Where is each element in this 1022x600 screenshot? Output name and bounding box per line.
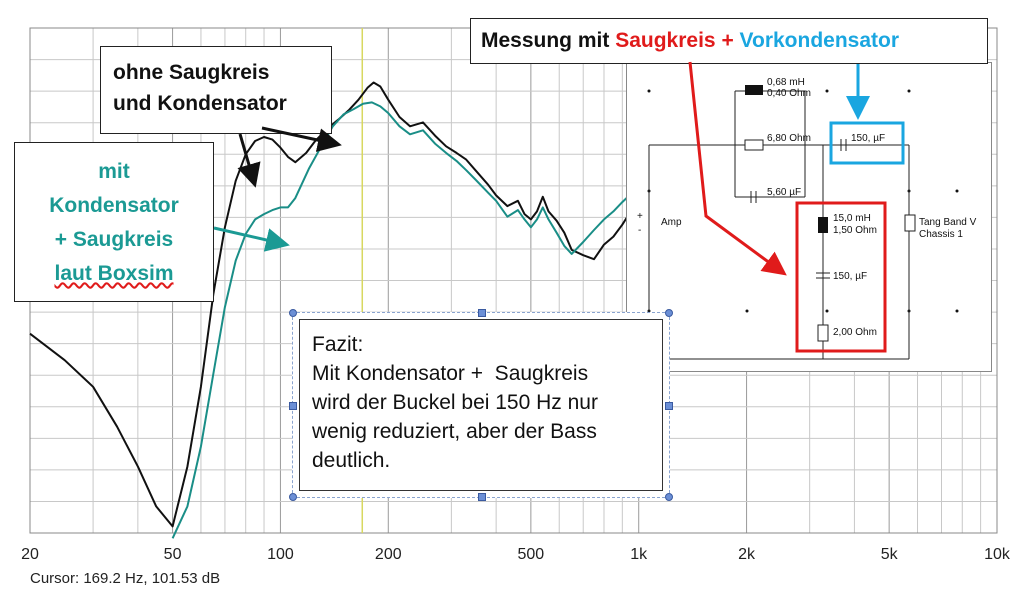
callout-header: Messung mit Saugkreis + Vorkondensator <box>470 18 988 64</box>
inductor-l2 <box>818 217 828 233</box>
label-c1-value: 5,60 µF <box>767 187 801 198</box>
callout-teal-curve: mit Kondensator + Saugkreis laut Boxsim <box>14 142 214 302</box>
label-driver-line1: Tang Band V <box>919 217 977 228</box>
label-c-series-value: 150, µF <box>851 133 885 144</box>
vorkondensator-highlight <box>829 121 905 165</box>
crossover-schematic: 0,68 mH 0,40 Ohm 6,80 Ohm 5,60 µF 150, µ… <box>626 62 992 372</box>
callout-teal-line1: mit <box>98 160 130 183</box>
x-tick-label: 500 <box>518 546 545 563</box>
label-c2-value: 150, µF <box>833 271 867 282</box>
resize-handle-w[interactable] <box>289 402 297 410</box>
inductor-l1 <box>745 85 763 95</box>
callout-black-line1: ohne Saugkreis <box>113 61 270 84</box>
label-l1-res: 0,40 Ohm <box>767 88 811 99</box>
resize-handle-se[interactable] <box>665 493 673 501</box>
x-axis-ticks: 20 50 100 200 500 1k 2k 5k 10k <box>21 546 1011 563</box>
resistor-r2 <box>817 324 829 342</box>
fazit-text: Fazit: Mit Kondensator + Saugkreis wird … <box>299 319 663 491</box>
x-tick-label: 1k <box>630 546 648 563</box>
label-plus: + <box>637 211 643 222</box>
header-saugkreis: Saugkreis <box>615 29 716 52</box>
callout-teal-line3: + Saugkreis <box>54 228 174 251</box>
series-line-0 <box>29 81 640 528</box>
fazit-line5: deutlich. <box>312 449 391 472</box>
resize-handle-sw[interactable] <box>289 493 297 501</box>
x-tick-label: 2k <box>738 546 756 563</box>
header-vorkondensator: Vorkondensator <box>739 29 900 52</box>
label-amp: Amp <box>661 217 682 228</box>
capacitor-c2 <box>816 272 830 279</box>
label-l2-res: 1,50 Ohm <box>833 225 877 236</box>
header-plus: + <box>721 29 734 52</box>
callout-black-line2: und Kondensator <box>113 92 287 115</box>
label-minus: - <box>638 225 641 236</box>
resize-handle-nw[interactable] <box>289 309 297 317</box>
fazit-line2: Mit Kondensator + Saugkreis <box>312 362 589 385</box>
resize-handle-s[interactable] <box>478 493 486 501</box>
grid-dots <box>647 89 959 313</box>
x-tick-label: 10k <box>984 546 1011 563</box>
x-tick-label: 5k <box>881 546 899 563</box>
series-line-1 <box>171 101 640 539</box>
schematic-drawing: 0,68 mH 0,40 Ohm 6,80 Ohm 5,60 µF 150, µ… <box>637 77 977 360</box>
label-driver-line2: Chassis 1 <box>919 229 963 240</box>
x-tick-label: 50 <box>164 546 182 563</box>
resistor-r1 <box>744 139 764 151</box>
cursor-readout: Cursor: 169.2 Hz, 101.53 dB <box>30 570 221 587</box>
resize-handle-e[interactable] <box>665 402 673 410</box>
header-prefix: Messung mit <box>481 29 610 52</box>
x-tick-label: 100 <box>267 546 294 563</box>
fazit-line1: Fazit: <box>312 333 364 356</box>
label-l1-value: 0,68 mH <box>767 77 805 88</box>
resize-handle-ne[interactable] <box>665 309 673 317</box>
label-l2-value: 15,0 mH <box>833 213 871 224</box>
fazit-box[interactable]: Fazit: Mit Kondensator + Saugkreis wird … <box>289 309 673 501</box>
saugkreis-highlight <box>795 201 887 353</box>
callout-black-curve: ohne Saugkreis und Kondensator <box>100 46 332 134</box>
driver-symbol <box>904 214 916 232</box>
callout-teal-line2: Kondensator <box>49 194 179 217</box>
x-tick-label: 20 <box>21 546 39 563</box>
x-tick-label: 200 <box>375 546 402 563</box>
resize-handle-n[interactable] <box>478 309 486 317</box>
fazit-line3: wird der Buckel bei 150 Hz nur <box>312 391 598 414</box>
fazit-line4: wenig reduziert, aber der Bass <box>312 420 597 443</box>
callout-teal-line4: laut Boxsim <box>54 262 174 285</box>
label-r1-value: 6,80 Ohm <box>767 133 811 144</box>
label-r2-value: 2,00 Ohm <box>833 327 877 338</box>
capacitor-series <box>840 139 847 151</box>
